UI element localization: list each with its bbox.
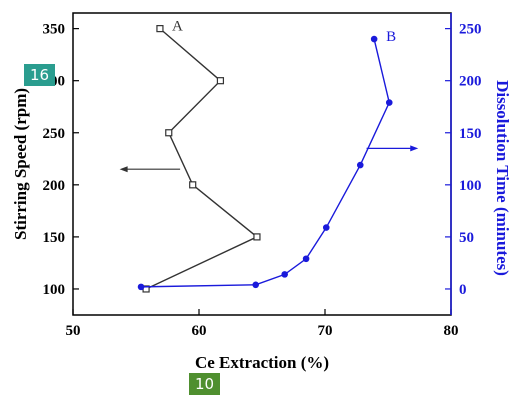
series-b-point — [252, 281, 259, 289]
right-y-tick-label: 150 — [459, 126, 482, 142]
right-y-tick-label: 250 — [459, 22, 482, 38]
series-b-point — [385, 99, 393, 106]
right-y-tick-label: 100 — [459, 178, 482, 194]
right-y-tick-label: 0 — [459, 282, 467, 298]
left-y-tick-label: 100 — [43, 282, 66, 298]
x-tick-label: 50 — [66, 323, 81, 339]
series-a-point — [189, 181, 197, 189]
series-a-label: A — [172, 19, 183, 35]
right-y-ticks: 0 50 100 150 200 250 — [445, 13, 482, 315]
x-axis-title: Ce Extraction (%) — [195, 353, 329, 372]
series-a-point — [165, 129, 173, 137]
series-b-point — [356, 161, 364, 169]
left-y-tick-label: 200 — [43, 178, 66, 194]
series-layer: AB — [137, 19, 396, 293]
left-y-tick-label: 250 — [43, 126, 66, 142]
left-y-ticks: 100150200250300350 — [43, 22, 79, 298]
x-tick-label: 70 — [318, 323, 333, 339]
series-b-point — [302, 255, 310, 263]
marker-badge-bottom: 10 — [189, 373, 221, 395]
axis-arrows — [119, 145, 419, 173]
series-a-point — [253, 233, 261, 241]
right-y-tick-label: 50 — [459, 230, 474, 246]
x-tick-label: 80 — [444, 323, 459, 339]
right-y-tick-label: 200 — [459, 74, 482, 90]
series-b-point — [370, 35, 378, 43]
series-b-point — [322, 224, 330, 231]
series-b-line — [141, 38, 390, 288]
x-ticks: 50 60 70 80 — [66, 309, 459, 339]
left-y-tick-label: 350 — [43, 22, 66, 38]
series-b-point — [137, 283, 145, 291]
left-y-tick-label: 150 — [43, 230, 66, 246]
left-y-axis-title: Stirring Speed (rpm) — [11, 88, 30, 240]
right-y-axis-title: Dissolution Time (minutes) — [493, 80, 509, 276]
x-tick-label: 60 — [192, 323, 207, 339]
series-b-arrowhead — [410, 145, 419, 152]
marker-badge-left: 16 — [24, 64, 56, 86]
series-a-arrowhead — [119, 166, 128, 173]
series-a-line — [145, 28, 259, 290]
series-a-point — [156, 25, 164, 33]
series-b-point — [281, 271, 288, 278]
series-b-label: B — [386, 29, 396, 45]
plot-frame — [72, 12, 452, 316]
series-a-point — [216, 77, 225, 85]
